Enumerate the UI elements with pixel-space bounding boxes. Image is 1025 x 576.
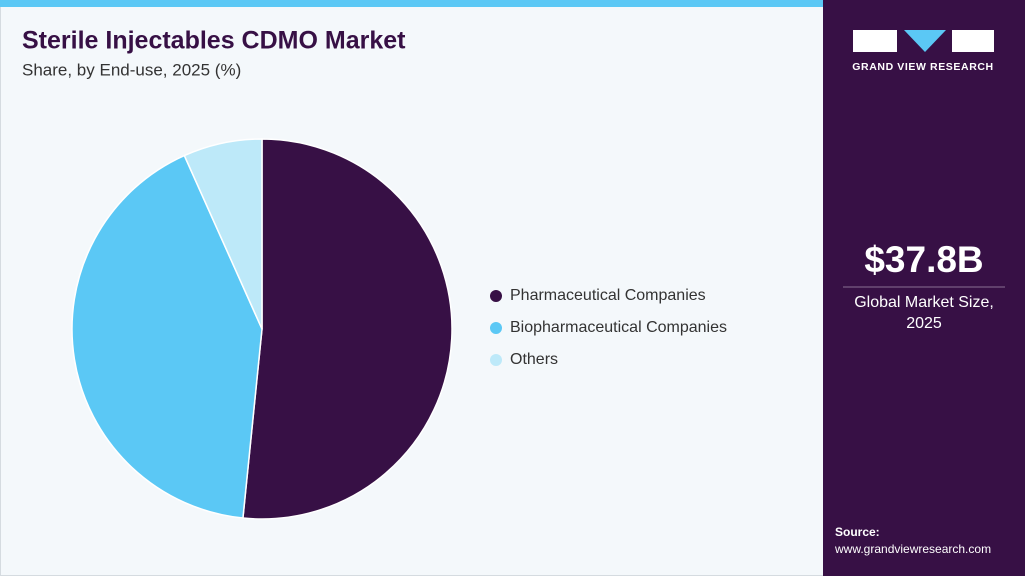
logo-block [904,30,946,52]
pie-slice [183,138,263,330]
legend-label: Pharmaceutical Companies [510,287,706,304]
market-label-box: Global Market Size, 2025 [854,294,994,332]
legend-label: Biopharmaceutical Companies [510,319,727,336]
legend-marker [490,354,502,366]
pie-slice [71,154,263,519]
pie-slice [242,138,453,520]
chart-title: Sterile Injectables CDMO Market [22,27,406,55]
legend-marker [490,290,502,302]
logo-block [952,30,994,52]
source-label: Source: [835,525,880,539]
market-label: Global Market Size, 2025 [854,294,994,332]
brand: GRAND VIEW RESEARCH [852,61,994,73]
legend-marker [490,322,502,334]
legend-label: Others [510,351,558,368]
source-url: www.grandviewresearch.com [834,542,991,556]
top-bar [0,0,823,7]
logo-block [853,30,897,52]
chart-subtitle: Share, by End-use, 2025 (%) [22,60,241,79]
logo: GRAND VIEW RESEARCH [852,30,994,73]
sidebar [823,0,1025,576]
market-size: $37.8B [864,239,983,280]
